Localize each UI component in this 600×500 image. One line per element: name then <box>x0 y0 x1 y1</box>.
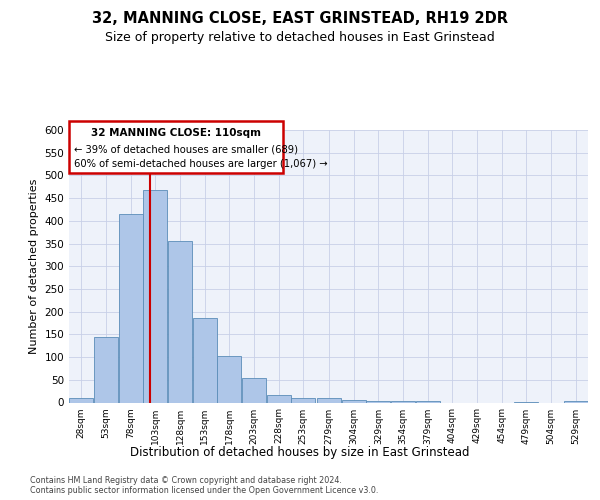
Text: Contains HM Land Registry data © Crown copyright and database right 2024.
Contai: Contains HM Land Registry data © Crown c… <box>30 476 379 496</box>
Bar <box>242 378 266 402</box>
Bar <box>267 395 290 402</box>
Y-axis label: Number of detached properties: Number of detached properties <box>29 178 39 354</box>
Bar <box>94 336 118 402</box>
Bar <box>119 214 143 402</box>
Bar <box>367 401 390 402</box>
Text: 32, MANNING CLOSE, EAST GRINSTEAD, RH19 2DR: 32, MANNING CLOSE, EAST GRINSTEAD, RH19 … <box>92 11 508 26</box>
Bar <box>391 401 415 402</box>
Text: 32 MANNING CLOSE: 110sqm: 32 MANNING CLOSE: 110sqm <box>91 128 261 138</box>
Text: Size of property relative to detached houses in East Grinstead: Size of property relative to detached ho… <box>105 31 495 44</box>
Bar <box>342 400 365 402</box>
Bar <box>143 190 167 402</box>
Bar <box>416 400 440 402</box>
Text: Distribution of detached houses by size in East Grinstead: Distribution of detached houses by size … <box>130 446 470 459</box>
Bar <box>168 242 192 402</box>
Bar <box>217 356 241 403</box>
FancyBboxPatch shape <box>69 121 283 173</box>
Text: ← 39% of detached houses are smaller (689): ← 39% of detached houses are smaller (68… <box>74 144 298 154</box>
Bar <box>564 400 587 402</box>
Bar <box>70 398 93 402</box>
Bar <box>292 398 315 402</box>
Text: 60% of semi-detached houses are larger (1,067) →: 60% of semi-detached houses are larger (… <box>74 158 328 168</box>
Bar <box>193 318 217 402</box>
Bar <box>317 398 341 402</box>
